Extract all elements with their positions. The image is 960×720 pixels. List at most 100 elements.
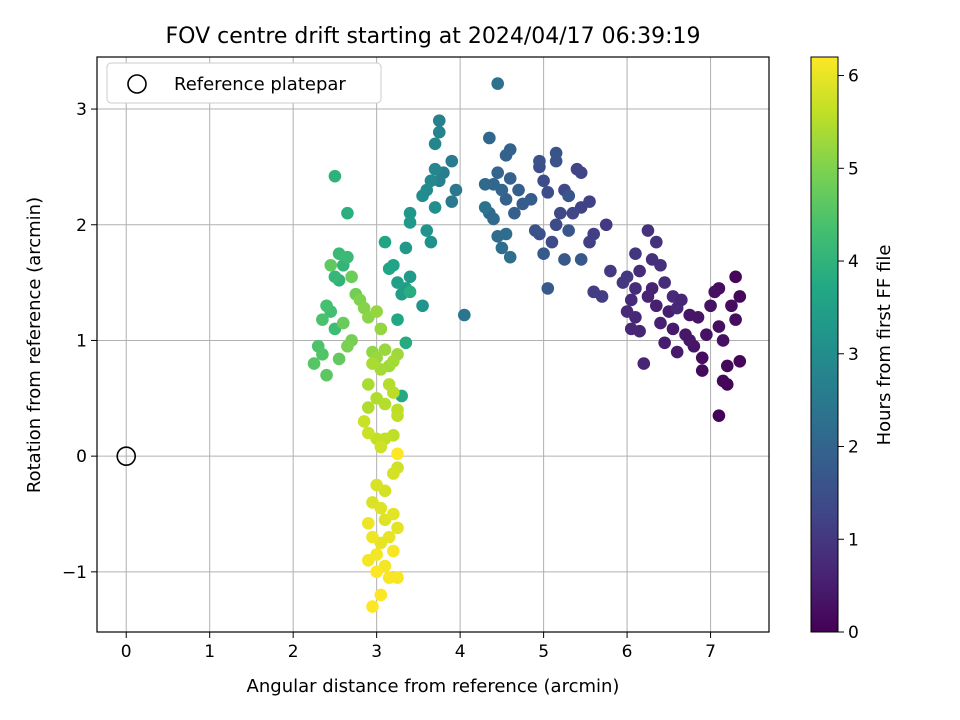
scatter-point <box>366 600 379 613</box>
colorbar-tick-label: 6 <box>848 67 859 87</box>
scatter-point <box>629 282 642 295</box>
scatter-point <box>512 183 525 197</box>
x-tick-label: 2 <box>288 642 299 662</box>
scatter-point <box>495 241 509 255</box>
scatter-point <box>403 270 417 284</box>
x-axis-label: Angular distance from reference (arcmin) <box>247 676 620 697</box>
scatter-point <box>366 530 379 544</box>
scatter-point <box>729 313 742 326</box>
scatter-point <box>445 154 459 168</box>
scatter-point <box>720 359 734 373</box>
y-axis-label: Rotation from reference (arcmin) <box>24 197 45 493</box>
scatter-point <box>428 137 442 151</box>
scatter-point <box>387 386 400 399</box>
scatter-point <box>712 409 726 422</box>
scatter-point <box>445 195 459 208</box>
scatter-point <box>428 201 442 214</box>
scatter-point <box>478 201 492 214</box>
scatter-point <box>399 241 413 255</box>
y-tick-label: 0 <box>76 447 87 467</box>
y-tick-label: 2 <box>76 216 87 236</box>
scatter-point <box>432 125 446 139</box>
scatter-point <box>366 357 379 370</box>
scatter-point <box>449 183 463 197</box>
x-tick-label: 6 <box>622 642 633 662</box>
scatter-point <box>391 276 404 289</box>
scatter-point <box>316 313 329 326</box>
scatter-point <box>587 285 600 299</box>
scatter-point <box>316 348 329 361</box>
colorbar-tick-label: 4 <box>848 252 859 272</box>
scatter-point <box>332 352 346 366</box>
scatter-point <box>391 571 404 584</box>
colorbar-ticks: 0 1 2 3 4 5 6 <box>838 67 859 643</box>
colorbar-tick-label: 0 <box>848 623 859 643</box>
scatter-point <box>370 478 383 492</box>
legend-entry-reference: Reference platepar <box>174 74 346 95</box>
scatter-point <box>403 206 417 220</box>
scatter-point <box>629 247 642 260</box>
scatter-point <box>733 290 747 303</box>
scatter-point <box>328 169 342 183</box>
scatter-point <box>549 218 563 232</box>
scatter-point <box>566 206 580 220</box>
scatter-point <box>716 334 730 347</box>
scatter-point <box>541 282 555 295</box>
scatter-point <box>704 299 717 313</box>
scatter-point <box>712 320 726 333</box>
scatter-point <box>387 507 400 521</box>
scatter-point <box>307 357 321 370</box>
scatter-point <box>391 409 404 422</box>
scatter-point <box>604 264 617 278</box>
scatter-point <box>341 250 354 264</box>
scatter-point <box>599 218 613 232</box>
scatter-point <box>403 285 417 299</box>
scatter-point <box>491 77 504 90</box>
scatter-point <box>562 189 575 203</box>
y-tick-label: 1 <box>76 331 87 351</box>
scatter-point <box>616 276 630 289</box>
scatter-point <box>341 339 354 353</box>
scatter-point <box>374 588 388 602</box>
scatter-point <box>362 553 375 567</box>
scatter-point <box>658 336 671 350</box>
scatter-point <box>387 354 400 368</box>
scatter-point <box>320 368 333 382</box>
scatter-point <box>650 299 663 313</box>
scatter-point <box>695 364 709 377</box>
scatter-point <box>378 343 392 357</box>
colorbar-tick-label: 2 <box>848 438 859 458</box>
scatter-point <box>716 374 730 388</box>
y-axis-ticks: −1 0 1 2 3 <box>62 100 97 583</box>
scatter-point <box>416 189 429 203</box>
grid <box>97 57 769 632</box>
scatter-point <box>391 521 404 535</box>
scatter-point <box>624 293 638 307</box>
scatter-point <box>624 322 638 336</box>
scatter-point <box>324 258 338 272</box>
scatter-point <box>345 270 358 284</box>
scatter-point <box>528 224 542 237</box>
scatter-point <box>508 206 521 220</box>
scatter-point <box>420 224 434 237</box>
scatter-point <box>537 174 550 188</box>
scatter-point <box>650 235 663 249</box>
x-tick-label: 0 <box>121 642 132 662</box>
scatter-point <box>675 293 688 307</box>
scatter-point <box>499 149 513 162</box>
y-tick-label: 3 <box>76 100 87 120</box>
x-tick-label: 7 <box>705 642 716 662</box>
scatter-point <box>633 264 646 278</box>
scatter-point <box>491 166 504 179</box>
scatter-point <box>424 235 438 249</box>
scatter-point <box>549 154 563 168</box>
scatter-point <box>362 426 375 440</box>
scatter-point <box>637 357 651 370</box>
scatter-point <box>416 299 429 313</box>
colorbar <box>810 56 839 633</box>
scatter-point <box>499 227 513 241</box>
scatter-point <box>558 253 571 266</box>
scatter-point <box>387 467 400 480</box>
scatter-point <box>478 177 492 191</box>
